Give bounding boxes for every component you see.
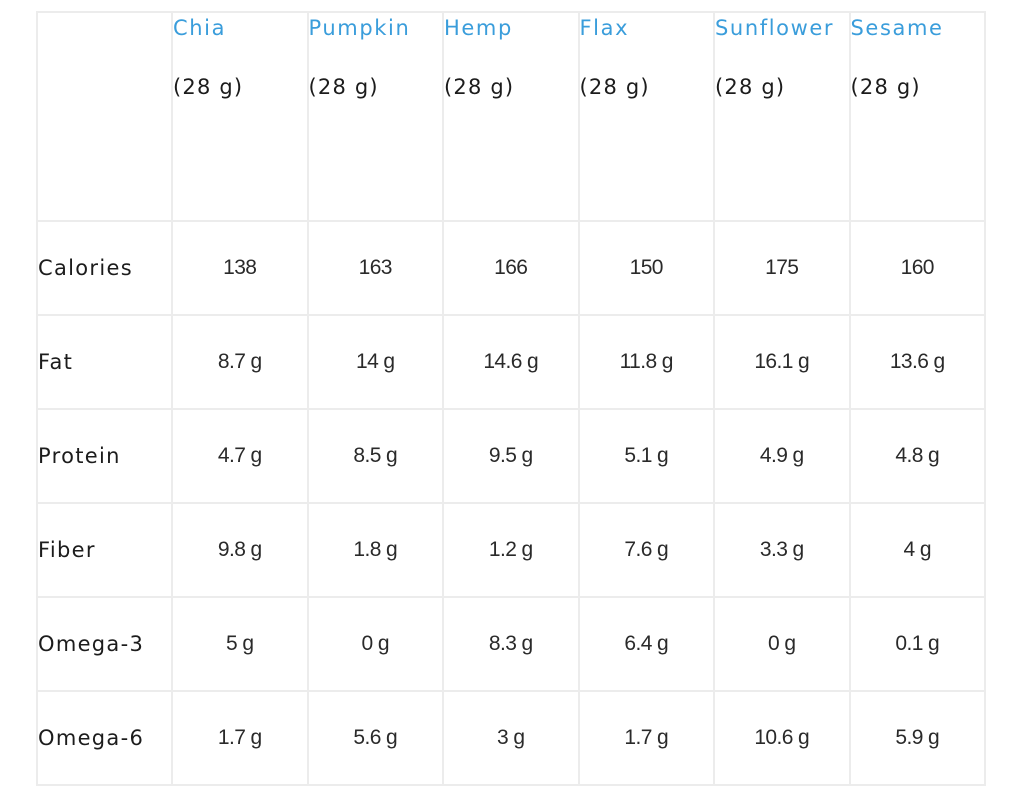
- table-cell: 3.3 g: [713, 502, 851, 598]
- table-cell: 8.5 g: [306, 408, 444, 504]
- column-header-chia: Chia (28 g): [171, 11, 309, 222]
- column-header-sunflower: Sunflower (28 g): [713, 11, 851, 222]
- table-cell: 175: [713, 220, 851, 316]
- column-serving: (28 g): [715, 75, 786, 99]
- table-cell: 16.1 g: [713, 314, 851, 410]
- column-header-flax: Flax (28 g): [577, 11, 715, 222]
- table-cell: 5 g: [171, 596, 309, 692]
- column-header-sesame: Sesame (28 g): [848, 11, 986, 222]
- table-cell: 14.6 g: [442, 314, 580, 410]
- table-cell: 11.8 g: [577, 314, 715, 410]
- table-cell: 3 g: [442, 690, 580, 786]
- table-cell: 1.7 g: [577, 690, 715, 786]
- table-cell: 0.1 g: [848, 596, 986, 692]
- table-cell: 138: [171, 220, 309, 316]
- table-cell: 8.3 g: [442, 596, 580, 692]
- column-serving: (28 g): [173, 75, 244, 99]
- row-label: Fat: [36, 314, 173, 410]
- table-cell: 160: [848, 220, 986, 316]
- nutrition-comparison-table: Chia (28 g) Pumpkin (28 g) Hemp (28 g) F…: [36, 11, 986, 786]
- column-name: Sunflower: [715, 16, 835, 40]
- table-cell: 4 g: [848, 502, 986, 598]
- table-cell: 1.8 g: [306, 502, 444, 598]
- row-label: Omega-6: [36, 690, 173, 786]
- table-cell: 9.8 g: [171, 502, 309, 598]
- row-label: Fiber: [36, 502, 173, 598]
- column-serving: (28 g): [850, 75, 921, 99]
- table-row-fiber: Fiber 9.8 g 1.8 g 1.2 g 7.6 g 3.3 g 4 g: [36, 502, 986, 598]
- table-cell: 150: [577, 220, 715, 316]
- column-name: Sesame: [850, 16, 944, 40]
- table-header-row: Chia (28 g) Pumpkin (28 g) Hemp (28 g) F…: [36, 11, 986, 222]
- table-cell: 0 g: [306, 596, 444, 692]
- row-label: Calories: [36, 220, 173, 316]
- table-cell: 1.7 g: [171, 690, 309, 786]
- table-cell: 8.7 g: [171, 314, 309, 410]
- column-header-hemp: Hemp (28 g): [442, 11, 580, 222]
- row-label: Protein: [36, 408, 173, 504]
- column-name: Hemp: [444, 16, 513, 40]
- table-row-protein: Protein 4.7 g 8.5 g 9.5 g 5.1 g 4.9 g 4.…: [36, 408, 986, 504]
- table-cell: 1.2 g: [442, 502, 580, 598]
- table-cell: 7.6 g: [577, 502, 715, 598]
- column-serving: (28 g): [444, 75, 515, 99]
- table-cell: 163: [306, 220, 444, 316]
- table-cell: 4.7 g: [171, 408, 309, 504]
- table-cell: 14 g: [306, 314, 444, 410]
- table-row-fat: Fat 8.7 g 14 g 14.6 g 11.8 g 16.1 g 13.6…: [36, 314, 986, 410]
- table-cell: 5.9 g: [848, 690, 986, 786]
- table-row-calories: Calories 138 163 166 150 175 160: [36, 220, 986, 316]
- column-serving: (28 g): [308, 75, 379, 99]
- table-row-omega-3: Omega-3 5 g 0 g 8.3 g 6.4 g 0 g 0.1 g: [36, 596, 986, 692]
- table-cell: 5.1 g: [577, 408, 715, 504]
- row-label: Omega-3: [36, 596, 173, 692]
- column-name: Flax: [579, 16, 630, 40]
- table-cell: 10.6 g: [713, 690, 851, 786]
- table-cell: 4.8 g: [848, 408, 986, 504]
- table-cell: 4.9 g: [713, 408, 851, 504]
- column-name: Pumpkin: [308, 16, 411, 40]
- column-header-pumpkin: Pumpkin (28 g): [306, 11, 444, 222]
- empty-corner-cell: [36, 11, 173, 222]
- table-cell: 0 g: [713, 596, 851, 692]
- table-cell: 5.6 g: [306, 690, 444, 786]
- table-cell: 13.6 g: [848, 314, 986, 410]
- column-serving: (28 g): [579, 75, 650, 99]
- table-cell: 9.5 g: [442, 408, 580, 504]
- column-name: Chia: [173, 16, 227, 40]
- table-row-omega-6: Omega-6 1.7 g 5.6 g 3 g 1.7 g 10.6 g 5.9…: [36, 690, 986, 786]
- table-cell: 6.4 g: [577, 596, 715, 692]
- table-cell: 166: [442, 220, 580, 316]
